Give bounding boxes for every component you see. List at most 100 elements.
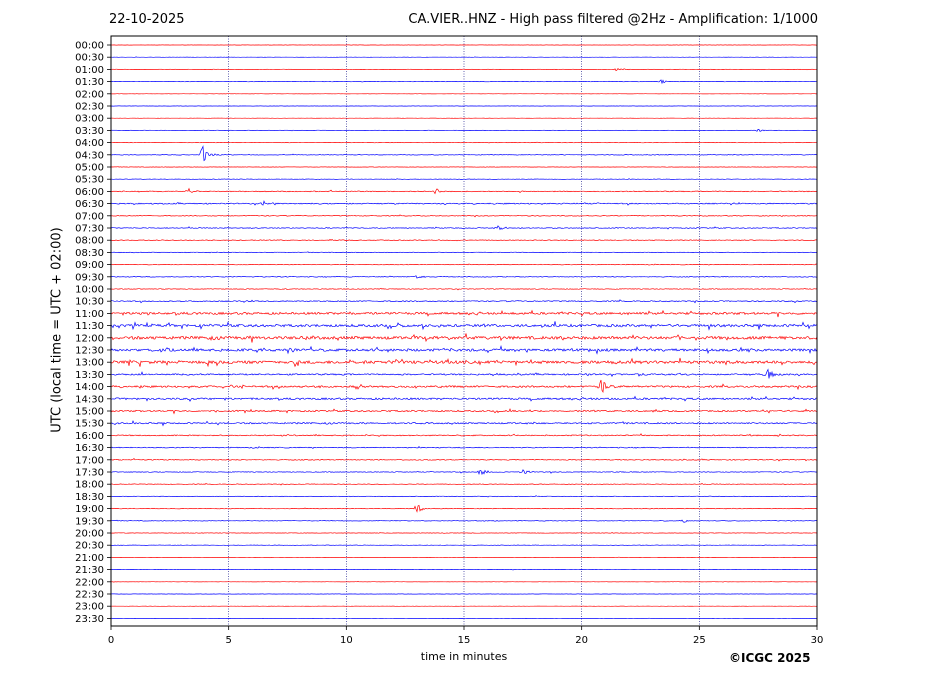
y-tick-label: 23:00 [75, 602, 104, 613]
trace-2000 [110, 532, 818, 534]
x-tick-label: 20 [575, 635, 588, 646]
y-tick-label: 05:00 [75, 163, 104, 174]
y-tick-label: 19:30 [75, 516, 104, 527]
trace-1230 [110, 345, 818, 355]
trace-0630 [110, 200, 818, 206]
y-tick-label: 05:30 [75, 175, 104, 186]
y-tick-label: 11:00 [75, 309, 104, 320]
x-tick-label: 25 [693, 635, 706, 646]
trace-1900 [110, 504, 818, 513]
y-tick-label: 13:00 [75, 358, 104, 369]
y-tick-label: 10:30 [75, 297, 104, 308]
y-tick-label: 08:30 [75, 248, 104, 259]
y-tick-label: 01:00 [75, 65, 104, 76]
x-tick-label: 5 [225, 635, 231, 646]
trace-1930 [110, 519, 818, 523]
trace-0230 [110, 105, 818, 107]
y-tick-label: 03:00 [75, 114, 104, 125]
trace-1530 [110, 420, 818, 427]
trace-2100 [110, 556, 818, 559]
y-tick-label: 03:30 [75, 126, 104, 137]
y-tick-label: 17:30 [75, 468, 104, 479]
trace-2130 [110, 569, 818, 571]
trace-0330 [110, 129, 818, 132]
y-tick-label: 18:00 [75, 480, 104, 491]
trace-1730 [110, 469, 818, 476]
x-tick-label: 0 [108, 635, 114, 646]
y-tick-label: 17:00 [75, 455, 104, 466]
chart-title: CA.VIER..HNZ - High pass filtered @2Hz -… [408, 12, 818, 27]
y-tick-label: 14:00 [75, 382, 104, 393]
y-tick-label: 06:30 [75, 199, 104, 210]
copyright-label: ©ICGC 2025 [729, 651, 811, 665]
y-tick-label: 04:00 [75, 138, 104, 149]
trace-0800 [110, 238, 817, 242]
trace-0400 [110, 141, 817, 144]
trace-1400 [110, 379, 818, 394]
y-tick-label: 00:30 [75, 53, 104, 64]
y-tick-label: 20:00 [75, 529, 104, 540]
y-tick-label: 08:00 [75, 236, 104, 247]
trace-0930 [110, 275, 817, 279]
y-tick-label: 15:00 [75, 407, 104, 418]
trace-1700 [110, 457, 817, 462]
y-tick-label: 19:00 [75, 504, 104, 515]
y-tick-label: 02:30 [75, 102, 104, 113]
trace-1330 [110, 368, 818, 379]
trace-0600 [110, 187, 817, 195]
trace-0430 [110, 145, 818, 162]
x-tick-label: 10 [340, 635, 353, 646]
y-tick-label: 16:30 [75, 443, 104, 454]
y-tick-label: 06:00 [75, 187, 104, 198]
y-tick-label: 20:30 [75, 541, 104, 552]
y-tick-label: 16:00 [75, 431, 104, 442]
trace-1600 [110, 433, 818, 437]
y-tick-label: 11:30 [75, 321, 104, 332]
trace-1200 [110, 333, 818, 343]
y-tick-label: 12:30 [75, 346, 104, 357]
trace-1300 [110, 357, 818, 368]
x-tick-label: 15 [458, 635, 471, 646]
trace-0900 [110, 263, 818, 266]
trace-1630 [110, 446, 818, 449]
y-tick-label: 22:30 [75, 590, 104, 601]
y-tick-label: 07:00 [75, 211, 104, 222]
x-axis-label: time in minutes [420, 650, 508, 663]
y-tick-label: 10:00 [75, 285, 104, 296]
y-tick-label: 18:30 [75, 492, 104, 503]
trace-1100 [110, 309, 818, 318]
date-label: 22-10-2025 [109, 12, 185, 27]
y-tick-label: 13:30 [75, 370, 104, 381]
trace-0500 [110, 166, 818, 168]
y-tick-label: 21:30 [75, 565, 104, 576]
y-tick-label: 09:30 [75, 272, 104, 283]
y-tick-label: 21:00 [75, 553, 104, 564]
y-tick-label: 14:30 [75, 394, 104, 405]
trace-2200 [110, 581, 818, 583]
trace-1000 [110, 287, 818, 291]
y-tick-label: 01:30 [75, 77, 104, 88]
y-tick-label: 00:00 [75, 41, 104, 52]
y-tick-label: 12:00 [75, 333, 104, 344]
trace-0530 [110, 178, 818, 180]
y-tick-label: 15:30 [75, 419, 104, 430]
trace-0730 [110, 225, 818, 231]
y-tick-label: 09:00 [75, 260, 104, 271]
trace-0700 [110, 214, 818, 218]
trace-1430 [110, 395, 818, 402]
y-tick-label: 23:30 [75, 614, 104, 625]
y-tick-label: 02:00 [75, 89, 104, 100]
trace-0830 [110, 251, 818, 254]
y-tick-label: 22:00 [75, 577, 104, 588]
trace-0130 [110, 79, 817, 85]
trace-1830 [110, 495, 818, 498]
trace-1030 [110, 299, 818, 304]
x-tick-label: 30 [811, 635, 824, 646]
trace-1130 [110, 321, 818, 331]
trace-1800 [110, 482, 818, 486]
y-tick-label: 07:30 [75, 224, 104, 235]
trace-1500 [110, 408, 818, 415]
trace-0100 [110, 67, 818, 72]
y-tick-label: 04:30 [75, 150, 104, 161]
